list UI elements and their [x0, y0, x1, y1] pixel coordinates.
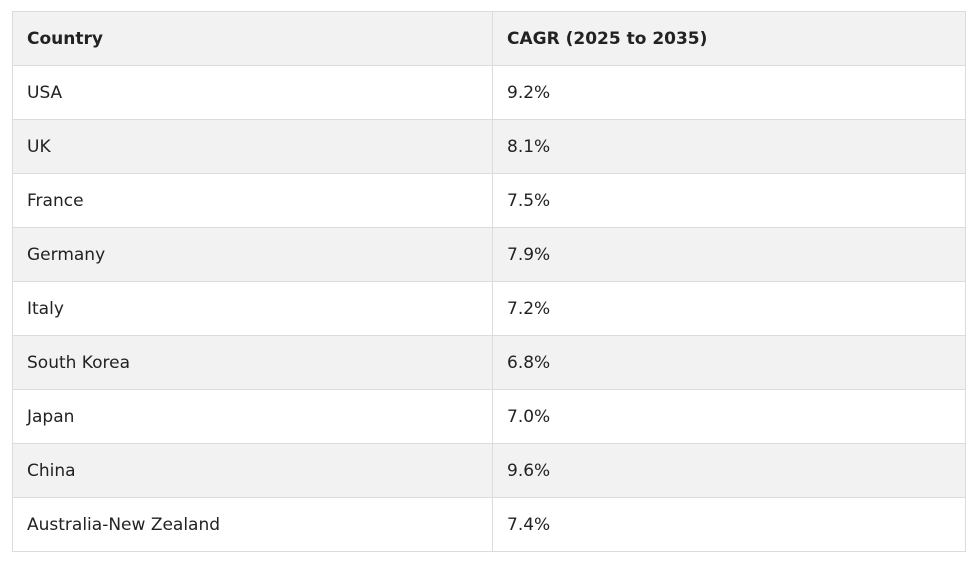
cagr-cell: 7.4% [492, 497, 966, 552]
cagr-table-container: Country CAGR (2025 to 2035) USA 9.2% UK … [12, 11, 966, 552]
country-cell: Italy [12, 281, 493, 336]
header-cagr: CAGR (2025 to 2035) [492, 11, 966, 66]
cagr-cell: 7.9% [492, 227, 966, 282]
country-cell: France [12, 173, 493, 228]
table-row: Italy 7.2% [12, 281, 966, 336]
cagr-cell: 7.0% [492, 389, 966, 444]
table-row: USA 9.2% [12, 65, 966, 120]
table-row: France 7.5% [12, 173, 966, 228]
table-header-row: Country CAGR (2025 to 2035) [12, 11, 966, 66]
cagr-cell: 9.6% [492, 443, 966, 498]
country-cell: China [12, 443, 493, 498]
country-cell: Germany [12, 227, 493, 282]
country-cell: Australia-New Zealand [12, 497, 493, 552]
header-country: Country [12, 11, 493, 66]
table-row: China 9.6% [12, 443, 966, 498]
country-cell: USA [12, 65, 493, 120]
table-row: Germany 7.9% [12, 227, 966, 282]
country-cell: South Korea [12, 335, 493, 390]
table-row: South Korea 6.8% [12, 335, 966, 390]
cagr-cell: 6.8% [492, 335, 966, 390]
cagr-cell: 8.1% [492, 119, 966, 174]
country-cell: Japan [12, 389, 493, 444]
table-row: Australia-New Zealand 7.4% [12, 497, 966, 552]
country-cell: UK [12, 119, 493, 174]
cagr-cell: 7.5% [492, 173, 966, 228]
cagr-cell: 9.2% [492, 65, 966, 120]
cagr-by-country-table: Country CAGR (2025 to 2035) USA 9.2% UK … [12, 11, 966, 552]
cagr-cell: 7.2% [492, 281, 966, 336]
table-row: UK 8.1% [12, 119, 966, 174]
table-row: Japan 7.0% [12, 389, 966, 444]
